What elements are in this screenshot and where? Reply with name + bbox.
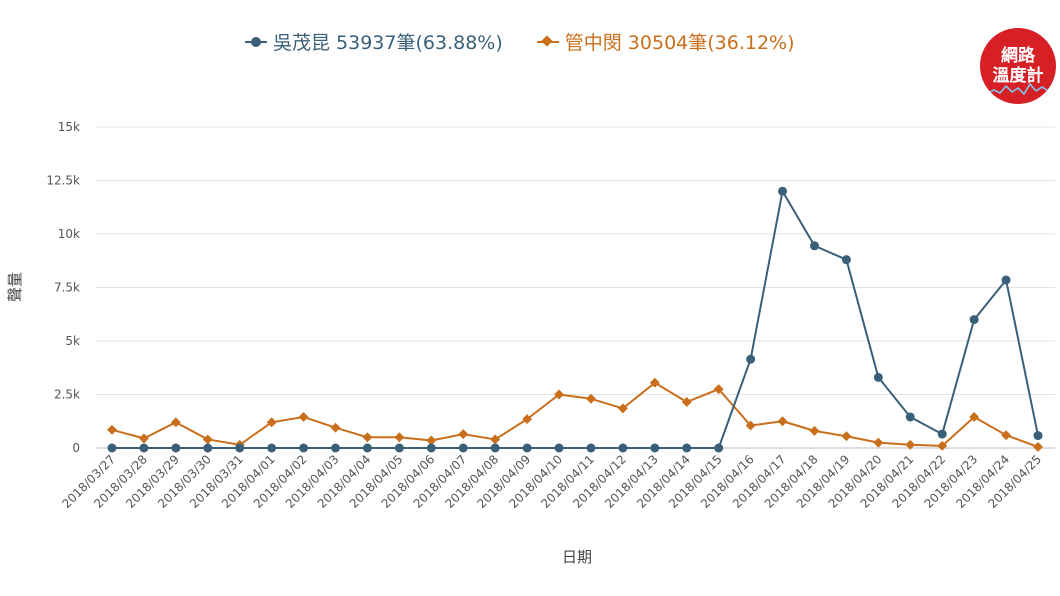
legend-label-series-2: 管中閔 30504筆(36.12%) (564, 32, 795, 54)
data-point[interactable] (809, 241, 819, 251)
data-point[interactable] (202, 434, 213, 445)
y-tick-label: 7.5k (54, 281, 80, 295)
data-point[interactable] (905, 439, 916, 450)
data-point[interactable] (362, 432, 373, 443)
data-point[interactable] (203, 443, 213, 453)
logo-text-line2: 溫度計 (992, 66, 1044, 86)
data-point[interactable] (522, 414, 533, 425)
data-point[interactable] (969, 315, 979, 325)
x-axis-title: 日期 (562, 548, 592, 566)
data-point[interactable] (777, 416, 788, 427)
data-point[interactable] (394, 443, 404, 453)
data-point[interactable] (426, 435, 437, 446)
data-point[interactable] (170, 417, 181, 428)
data-point[interactable] (331, 443, 341, 453)
x-axis-ticks: 2018/03/272018/03/282018/03/292018/03/30… (59, 452, 1044, 511)
data-point[interactable] (873, 437, 884, 448)
data-point[interactable] (522, 443, 532, 453)
legend: 吳茂昆 53937筆(63.88%) 管中閔 30504筆(36.12%) (245, 28, 795, 55)
y-tick-label: 15k (58, 120, 80, 134)
y-tick-label: 0 (72, 441, 80, 455)
data-point[interactable] (649, 377, 660, 388)
data-point[interactable] (426, 443, 436, 453)
data-point[interactable] (681, 397, 692, 407)
data-point[interactable] (809, 425, 820, 436)
data-point[interactable] (937, 440, 948, 451)
data-point[interactable] (362, 443, 372, 453)
legend-item-series-2[interactable]: 管中閔 30504筆(36.12%) (536, 28, 795, 55)
wave-icon (985, 82, 1051, 96)
data-point[interactable] (394, 432, 405, 443)
data-point[interactable] (1033, 431, 1043, 441)
data-point[interactable] (682, 443, 692, 453)
data-point[interactable] (458, 429, 469, 440)
data-point[interactable] (586, 393, 596, 404)
data-point[interactable] (299, 443, 309, 453)
data-point[interactable] (1033, 441, 1043, 452)
data-point[interactable] (873, 372, 883, 382)
data-point[interactable] (107, 443, 117, 453)
series-2 (107, 377, 1043, 452)
y-tick-label: 12.5k (46, 174, 80, 188)
data-point[interactable] (138, 433, 149, 444)
series-layer (107, 186, 1043, 453)
data-point[interactable] (139, 443, 149, 453)
legend-marker-circle-icon (245, 36, 267, 48)
legend-marker-diamond-icon (536, 34, 559, 48)
legend-item-series-1[interactable]: 吳茂昆 53937筆(63.88%) (245, 28, 503, 55)
data-point[interactable] (841, 431, 852, 442)
data-point[interactable] (330, 422, 341, 433)
data-point[interactable] (554, 443, 564, 453)
data-point[interactable] (266, 417, 277, 428)
data-point[interactable] (490, 443, 500, 453)
y-tick-label: 2.5k (54, 388, 80, 402)
data-point[interactable] (714, 443, 724, 453)
y-tick-label: 10k (58, 227, 80, 241)
data-point[interactable] (841, 255, 851, 265)
data-point[interactable] (298, 412, 309, 422)
data-point[interactable] (650, 443, 660, 453)
data-point[interactable] (905, 412, 915, 422)
data-point[interactable] (554, 389, 564, 400)
data-point[interactable] (107, 424, 117, 435)
y-tick-label: 5k (65, 334, 80, 348)
data-point[interactable] (1001, 430, 1012, 441)
series-line (111, 381, 1039, 448)
data-point[interactable] (171, 443, 181, 453)
legend-label-series-1: 吳茂昆 53937筆(63.88%) (273, 32, 503, 54)
data-point[interactable] (713, 384, 724, 395)
data-point[interactable] (490, 434, 501, 445)
brand-logo: 網路 溫度計 (980, 28, 1056, 104)
y-axis-title: 聲量 (6, 272, 24, 302)
data-point[interactable] (1001, 275, 1011, 285)
logo-text-line1: 網路 (1001, 46, 1035, 66)
data-point[interactable] (458, 443, 468, 453)
data-point[interactable] (969, 412, 980, 422)
data-point[interactable] (745, 420, 756, 431)
data-point[interactable] (235, 443, 245, 453)
data-point[interactable] (778, 186, 788, 196)
data-point[interactable] (746, 354, 756, 364)
data-point[interactable] (586, 443, 596, 453)
data-point[interactable] (618, 443, 628, 453)
data-point[interactable] (937, 429, 947, 439)
series-line (112, 190, 1039, 449)
y-axis-ticks: 0 2.5k 5k 7.5k 10k 12.5k 15k (46, 120, 80, 455)
gridlines (96, 126, 1055, 449)
data-point[interactable] (617, 403, 628, 414)
data-point[interactable] (267, 443, 277, 453)
series-1 (107, 186, 1043, 453)
